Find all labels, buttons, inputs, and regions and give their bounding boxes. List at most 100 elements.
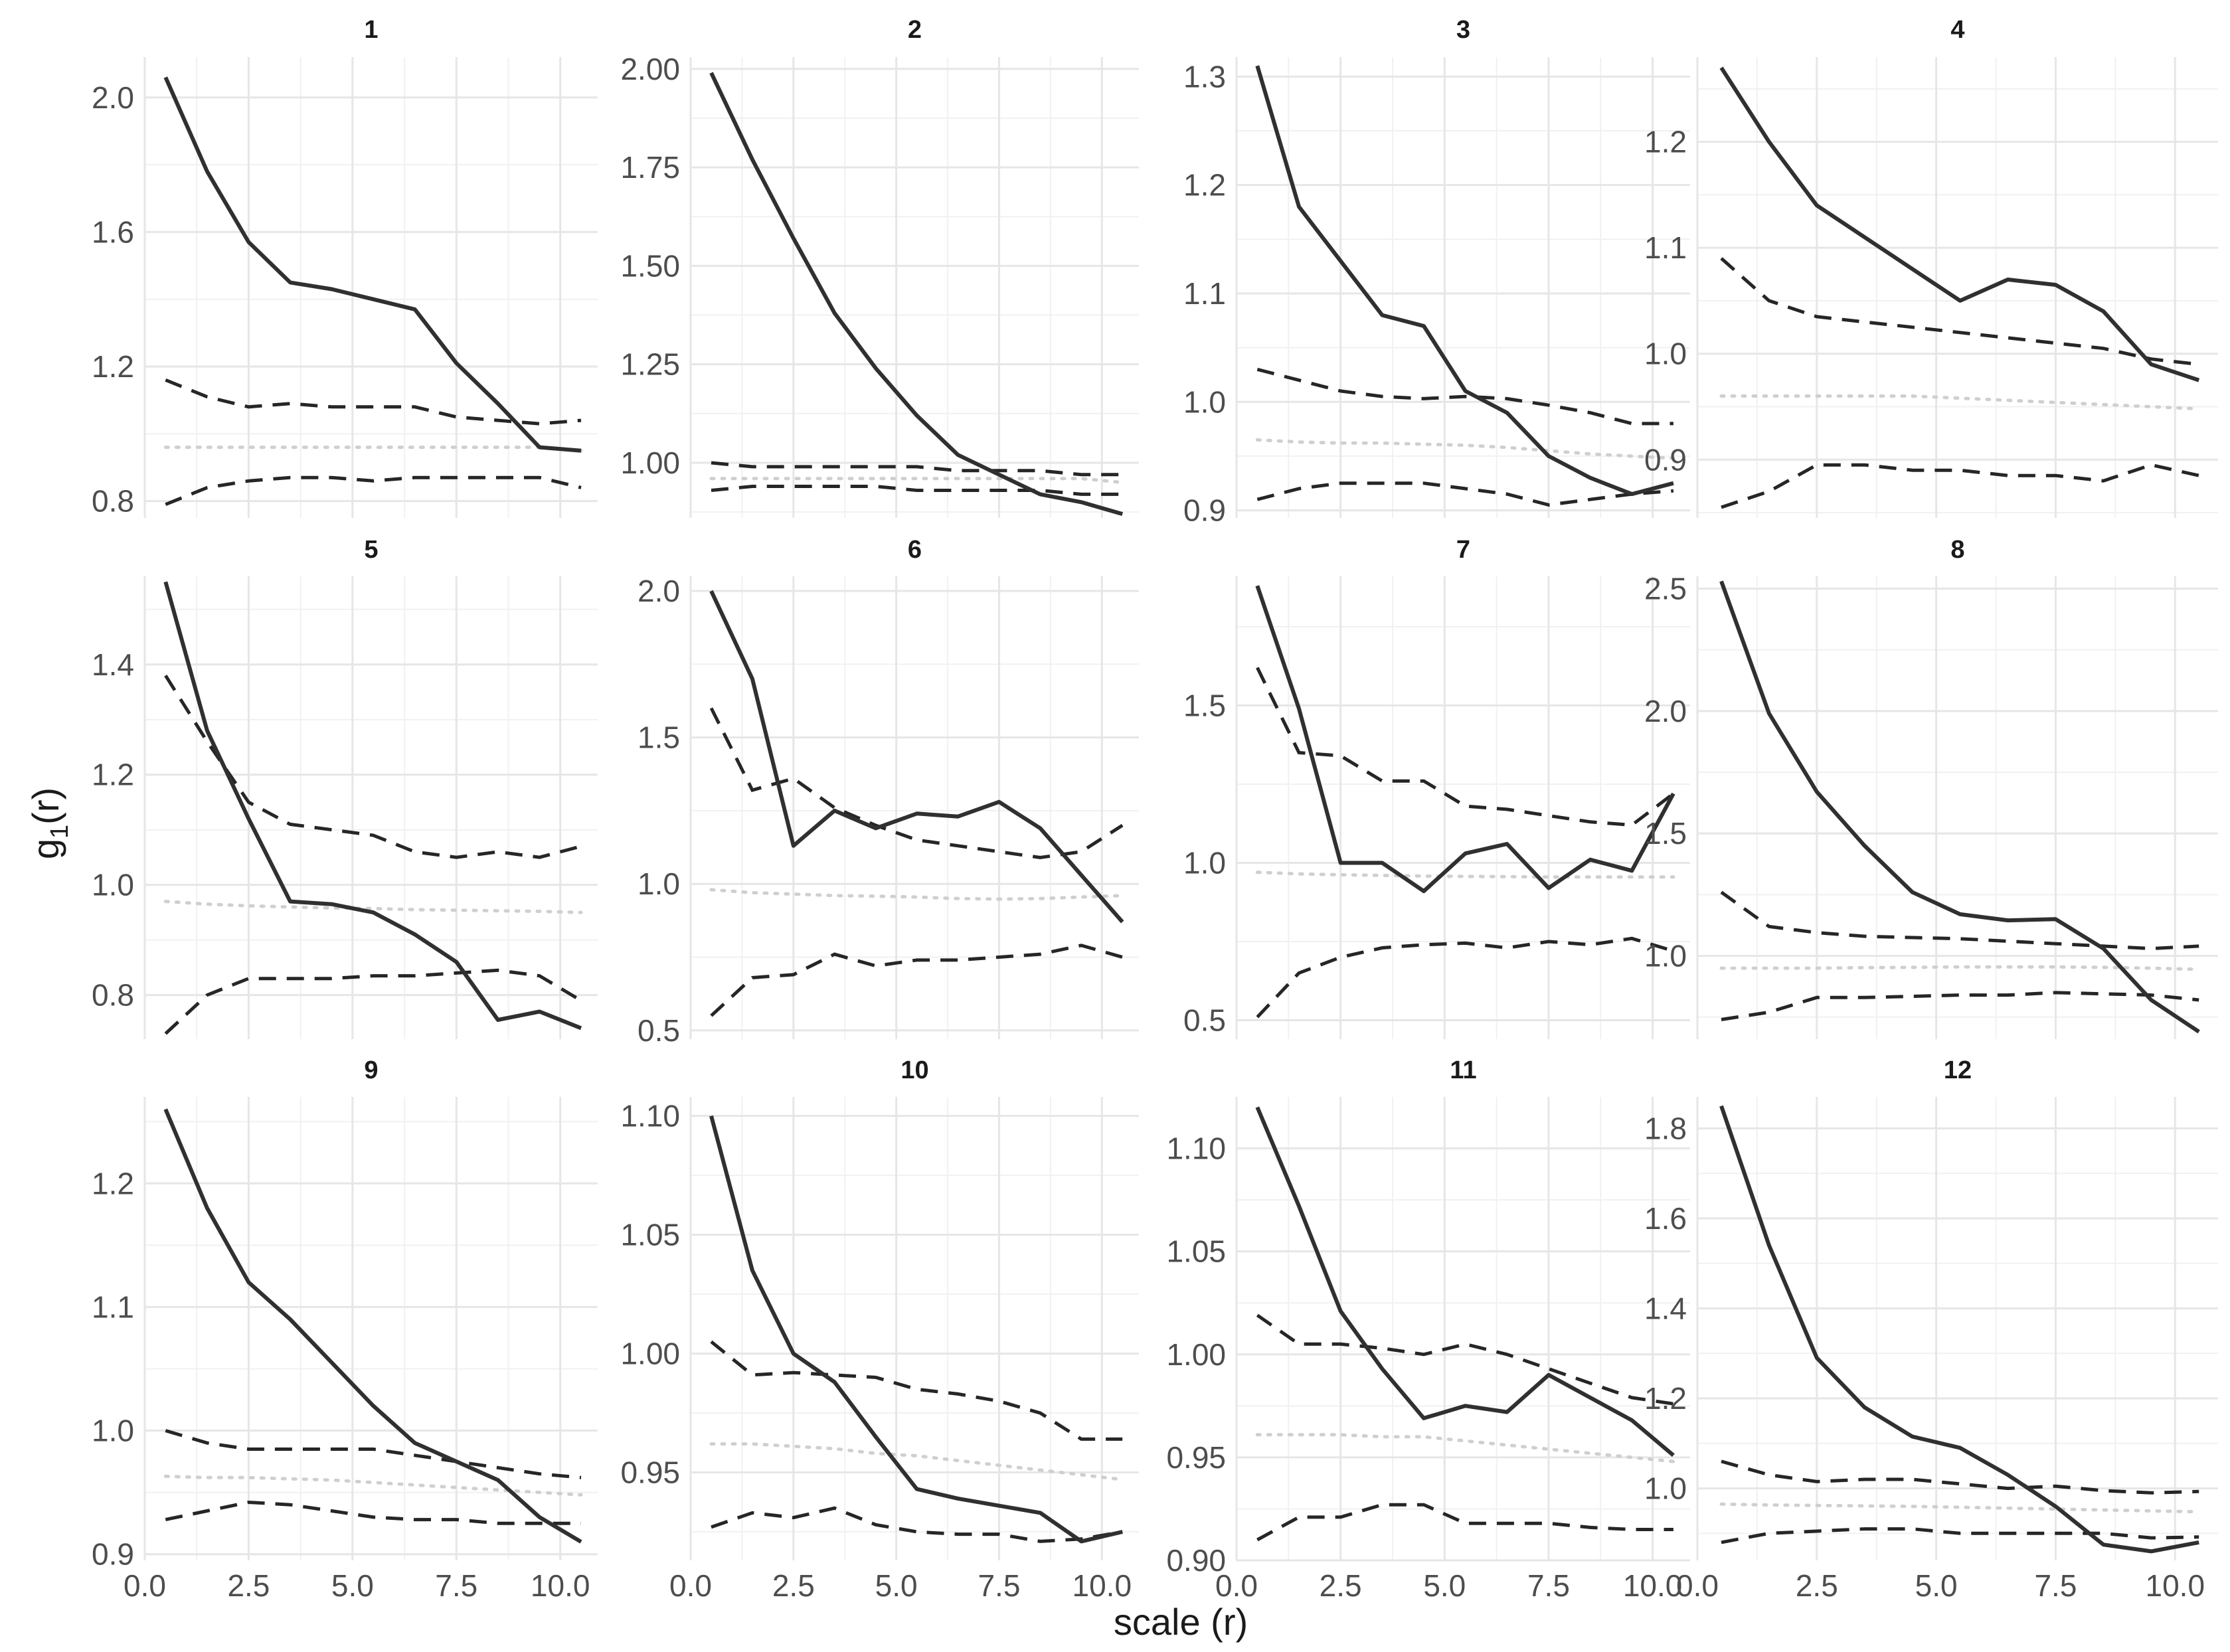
x-tick-label: 7.5 bbox=[2034, 1568, 2077, 1603]
y-tick-label: 1.0 bbox=[638, 867, 680, 901]
panel-title: 6 bbox=[908, 536, 922, 564]
y-tick-label: 0.90 bbox=[1166, 1543, 1226, 1578]
y-axis-title-argument: (r) bbox=[25, 787, 66, 825]
x-tick-label: 2.5 bbox=[1796, 1568, 1838, 1603]
series-theoretical-line bbox=[163, 446, 583, 453]
y-tick-label: 1.00 bbox=[620, 446, 680, 480]
y-tick-label: 0.5 bbox=[1183, 1003, 1226, 1038]
y-tick-label: 2.5 bbox=[1644, 571, 1687, 606]
panel-12: 12 1.0 1.2 1.4 1.6 1.8 0.0 2.5 5.0 7.5 10.0 bbox=[1644, 1056, 2218, 1603]
panel-title: 8 bbox=[1950, 536, 1964, 564]
series-lower-envelope-line bbox=[711, 1506, 1123, 1543]
panel-title: 10 bbox=[901, 1056, 928, 1084]
x-tick-label: 10.0 bbox=[1072, 1568, 1132, 1603]
panel-title: 2 bbox=[908, 16, 922, 44]
series-upper-envelope-line bbox=[1721, 1459, 2199, 1495]
series-upper-envelope-line bbox=[709, 707, 1124, 860]
panel-11: 11 0.90 0.95 1.00 1.05 1.10 0.0 2.5 5.0 7.5 10.0 bbox=[1166, 1056, 1690, 1603]
series-lower-envelope-line bbox=[711, 485, 1123, 496]
x-tick-label: 7.5 bbox=[978, 1568, 1020, 1603]
x-tick-label: 7.5 bbox=[1527, 1568, 1570, 1603]
series-theoretical-line bbox=[709, 477, 1124, 485]
series-theoretical-line bbox=[709, 888, 1124, 901]
y-tick-label: 1.6 bbox=[92, 214, 134, 249]
y-tick-label: 1.4 bbox=[92, 647, 134, 682]
panel-9: 9 0.9 1.0 1.1 1.2 0.0 2.5 5.0 7.5 10.0 bbox=[92, 1056, 598, 1603]
x-axis-title: scale (r) bbox=[1114, 1601, 1248, 1643]
panel-title: 4 bbox=[1950, 16, 1964, 44]
y-tick-label: 1.5 bbox=[1183, 688, 1226, 722]
y-tick-label: 1.2 bbox=[92, 1166, 134, 1200]
y-tick-label: 1.05 bbox=[1166, 1234, 1226, 1269]
panel-title: 9 bbox=[364, 1056, 378, 1084]
x-tick-label: 0.0 bbox=[669, 1568, 712, 1603]
y-tick-label: 1.2 bbox=[1644, 125, 1687, 159]
y-tick-label: 1.0 bbox=[1644, 1471, 1687, 1506]
y-tick-label: 1.8 bbox=[1644, 1111, 1687, 1145]
panel-10: 10 0.95 1.00 1.05 1.10 0.0 2.5 5.0 7.5 10.0 bbox=[620, 1056, 1139, 1603]
series-observed-line bbox=[163, 1108, 582, 1544]
y-tick-label: 1.00 bbox=[620, 1337, 680, 1371]
y-tick-label: 1.0 bbox=[92, 1414, 134, 1448]
series-observed-line bbox=[709, 590, 1124, 924]
panel-3: 3 0.9 1.0 1.1 1.2 1.3 bbox=[1183, 16, 1690, 528]
y-tick-label: 1.5 bbox=[1644, 816, 1687, 851]
x-tick-label: 5.0 bbox=[331, 1568, 374, 1603]
series-upper-envelope-line bbox=[1720, 890, 2199, 951]
y-tick-label: 1.25 bbox=[620, 347, 680, 382]
series-upper-envelope-line bbox=[1256, 667, 1675, 827]
panel-6: 6 0.5 1.0 1.5 2.0 bbox=[638, 536, 1139, 1048]
x-tick-label: 5.0 bbox=[875, 1568, 918, 1603]
x-tick-label: 2.5 bbox=[1320, 1568, 1362, 1603]
y-tick-label: 0.5 bbox=[638, 1013, 680, 1048]
panel-title: 5 bbox=[364, 536, 378, 564]
series-upper-envelope-line bbox=[164, 675, 582, 859]
y-tick-label: 1.0 bbox=[1183, 384, 1226, 419]
series-lower-envelope-line bbox=[1721, 991, 2199, 1021]
series-observed-line bbox=[163, 76, 582, 453]
series-lower-envelope-line bbox=[1256, 1503, 1673, 1542]
y-tick-label: 1.1 bbox=[1183, 276, 1226, 311]
series-upper-envelope-line bbox=[1256, 1313, 1674, 1406]
panel-4: 4 0.9 1.0 1.1 1.2 bbox=[1644, 16, 2218, 518]
y-tick-label: 1.0 bbox=[92, 868, 134, 902]
y-tick-label: 1.3 bbox=[1183, 59, 1226, 94]
y-tick-label: 1.05 bbox=[620, 1218, 680, 1252]
y-tick-label: 1.0 bbox=[1644, 939, 1687, 973]
panel-8: 8 1.0 1.5 2.0 2.5 bbox=[1644, 536, 2218, 1039]
series-theoretical-line bbox=[1719, 1502, 2201, 1514]
y-tick-label: 0.8 bbox=[92, 978, 134, 1013]
y-tick-label: 1.2 bbox=[92, 349, 134, 384]
x-tick-label: 10.0 bbox=[531, 1568, 590, 1603]
y-axis-title-subscript: 1 bbox=[46, 825, 74, 839]
series-theoretical-line bbox=[1255, 870, 1675, 879]
y-tick-label: 1.0 bbox=[1644, 337, 1687, 371]
series-upper-envelope-line bbox=[1256, 367, 1673, 426]
y-tick-label: 1.2 bbox=[1183, 168, 1226, 203]
y-tick-label: 1.0 bbox=[1183, 845, 1226, 880]
y-tick-label: 2.0 bbox=[92, 80, 134, 115]
x-tick-label: 7.5 bbox=[435, 1568, 477, 1603]
y-tick-label: 1.50 bbox=[620, 248, 680, 283]
series-lower-envelope-line bbox=[1256, 936, 1674, 1019]
series-upper-envelope-line bbox=[1720, 257, 2199, 367]
series-theoretical-line bbox=[1719, 965, 2201, 971]
series-observed-line bbox=[1255, 1106, 1675, 1457]
series-lower-envelope-line bbox=[1721, 463, 2199, 509]
x-tick-label: 10.0 bbox=[1623, 1568, 1683, 1603]
y-tick-label: 1.00 bbox=[1166, 1337, 1226, 1372]
series-observed-line bbox=[1255, 585, 1675, 894]
y-axis-title: g1(r) bbox=[25, 787, 74, 859]
x-tick-label: 10.0 bbox=[2146, 1568, 2205, 1603]
y-tick-label: 0.9 bbox=[1644, 442, 1687, 477]
y-tick-label: 1.6 bbox=[1644, 1201, 1687, 1236]
y-tick-label: 0.95 bbox=[1166, 1440, 1226, 1475]
y-tick-label: 1.10 bbox=[1166, 1131, 1226, 1166]
y-tick-label: 0.9 bbox=[1183, 493, 1226, 528]
series-lower-envelope-line bbox=[1256, 481, 1674, 507]
y-tick-label: 0.95 bbox=[620, 1455, 680, 1490]
series-upper-envelope-line bbox=[711, 461, 1123, 477]
series-observed-line bbox=[1719, 66, 2200, 382]
